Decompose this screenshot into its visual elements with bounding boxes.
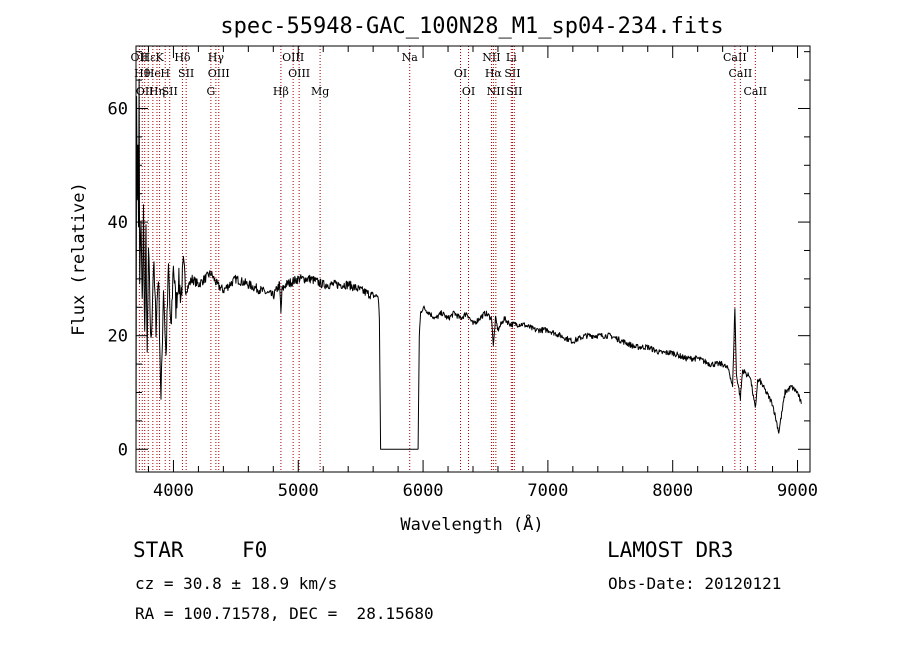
- marker-label: H: [160, 67, 170, 80]
- chart-title: spec-55948-GAC_100N28_M1_sp04-234.fits: [220, 14, 723, 39]
- obs-date: Obs-Date: 20120121: [608, 574, 782, 593]
- marker-label: OIII: [208, 67, 230, 80]
- redshift-text: cz = 30.8 ± 18.9 km/s: [135, 574, 338, 593]
- marker-label: SII: [162, 85, 178, 98]
- marker-label: K: [155, 51, 164, 64]
- x-tick-label: 6000: [403, 481, 444, 501]
- marker-label: OI: [462, 85, 475, 98]
- marker-label: NII: [482, 51, 500, 64]
- y-axis: 0 20 40 60: [108, 51, 810, 460]
- marker-label: Hδ: [174, 51, 191, 64]
- x-tick-label: 5000: [278, 481, 319, 501]
- marker-label: He: [145, 67, 161, 80]
- object-class: STAR: [133, 538, 184, 562]
- marker-label: OI: [454, 67, 467, 80]
- x-axis-label: Wavelength (Å): [400, 513, 543, 535]
- marker-label: Hθ: [134, 67, 151, 80]
- x-tick-label: 9000: [777, 481, 818, 501]
- marker-label: OIII: [288, 67, 310, 80]
- marker-label: SII: [504, 67, 520, 80]
- marker-label: G: [206, 85, 215, 98]
- x-tick-label: 7000: [527, 481, 568, 501]
- marker-label: Hη: [149, 85, 165, 98]
- object-subclass: F0: [242, 538, 268, 562]
- marker-label: Hγ: [208, 51, 225, 64]
- marker-label: OIII: [282, 51, 304, 64]
- marker-label: NII: [487, 85, 505, 98]
- y-tick-label: 40: [108, 213, 128, 233]
- marker-label: Na: [402, 51, 419, 64]
- marker-label: Hα: [485, 67, 503, 80]
- marker-label: Hε: [141, 51, 157, 64]
- y-tick-label: 0: [118, 440, 128, 460]
- marker-label: Hβ: [273, 85, 289, 98]
- marker-label: CaII: [743, 85, 767, 98]
- marker-label: CaII: [723, 51, 747, 64]
- y-tick-label: 20: [108, 327, 128, 347]
- marker-label: Li: [506, 51, 517, 64]
- flux-series-line: [135, 78, 802, 464]
- plot-area: [135, 78, 802, 464]
- marker-label: SII: [178, 67, 194, 80]
- marker-label: Mg: [311, 85, 329, 98]
- marker-label: SII: [506, 85, 522, 98]
- survey-name: LAMOST DR3: [607, 538, 734, 562]
- marker-label: CaII: [729, 67, 753, 80]
- coordinates: RA = 100.71578, DEC = 28.15680: [135, 604, 434, 623]
- marker-label: OII: [136, 85, 154, 98]
- y-axis-label: Flux (relative): [69, 182, 89, 336]
- spectral-line-markers: OIIHθOIIHεHeHηKHSIIHδSIIGHγOIIIHβOIIIOII…: [131, 46, 767, 472]
- x-tick-label: 4000: [153, 481, 194, 501]
- plot-frame: [135, 45, 811, 473]
- x-axis: 4000 5000 6000 7000 8000 9000: [147, 46, 818, 501]
- marker-label: OII: [131, 51, 149, 64]
- y-tick-label: 60: [108, 99, 128, 119]
- x-tick-label: 8000: [652, 481, 693, 501]
